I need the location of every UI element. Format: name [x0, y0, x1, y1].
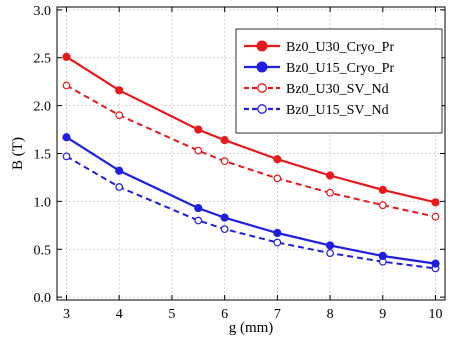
data-point	[115, 183, 124, 191]
data-point	[273, 238, 282, 247]
data-point	[431, 212, 440, 221]
data-point	[325, 241, 335, 250]
data-point	[220, 135, 229, 145]
legend-marker	[256, 61, 268, 73]
series-1	[62, 133, 440, 268]
series-3	[62, 152, 440, 273]
x-tick-label: 10	[429, 307, 443, 322]
y-tick-label: 2.0	[34, 100, 52, 115]
series-0	[62, 52, 440, 207]
data-point	[220, 157, 229, 166]
data-point	[194, 203, 203, 213]
series-line	[65, 55, 436, 204]
y-tick-label: 1.5	[34, 148, 52, 163]
data-point	[62, 152, 71, 161]
series-line	[65, 136, 436, 265]
grid	[57, 7, 445, 300]
data-point	[62, 133, 71, 142]
legend-label: Bz0_U15_SV_Nd	[286, 103, 389, 118]
x-tick-label: 4	[116, 307, 123, 322]
data-point	[115, 166, 124, 175]
y-tick-label: 1.0	[34, 195, 52, 210]
data-point	[194, 216, 203, 225]
data-point	[378, 251, 387, 261]
legend-label: Bz0_U30_SV_Nd	[286, 82, 389, 97]
series-line	[66, 84, 436, 218]
data-point	[115, 86, 124, 95]
data-point	[326, 188, 334, 197]
data-point	[431, 259, 440, 268]
data-point	[194, 146, 203, 155]
data-point	[378, 185, 387, 194]
legend-marker	[257, 104, 267, 114]
data-point	[273, 228, 282, 238]
series-line	[65, 155, 436, 270]
data-point	[62, 81, 71, 90]
legend: Bz0_U30_Cryo_Pr Bz0_U15_Cryo_Pr Bz0_U30_SV…	[235, 28, 443, 134]
y-tick-label: 2.5	[34, 52, 52, 67]
x-tick-label: 5	[168, 307, 175, 322]
x-tick-label: 8	[327, 307, 334, 322]
legend-label: Bz0_U15_Cryo_Pr	[286, 61, 394, 76]
y-tick-label: 3.0	[34, 4, 52, 19]
legend-marker	[256, 40, 268, 52]
data-point	[273, 174, 282, 183]
y-tick-label: 0.5	[34, 243, 52, 258]
data-point	[115, 111, 124, 120]
plot-series	[62, 52, 440, 273]
y-tick-label: 0.0	[34, 291, 52, 306]
axes: 3 4 5 6 7 8 9 10 0.0 0.5 1.0 1.5 2.0 2.5 3.0	[34, 4, 445, 322]
data-point	[325, 171, 335, 180]
data-point	[62, 52, 71, 61]
data-point	[220, 213, 229, 222]
x-tick-label: 9	[379, 307, 386, 322]
legend-label: Bz0_U30_Cryo_Pr	[286, 40, 394, 55]
x-tick-label: 6	[221, 307, 228, 322]
data-point	[273, 155, 282, 164]
y-axis-label: B (T)	[10, 137, 26, 170]
data-point	[326, 249, 334, 257]
series-2	[62, 81, 440, 221]
legend-marker	[257, 83, 267, 93]
data-point	[194, 125, 203, 134]
data-point	[431, 198, 440, 207]
x-tick-label: 3	[63, 307, 70, 322]
x-tick-label: 7	[274, 307, 281, 322]
data-point	[378, 201, 387, 210]
data-point	[220, 225, 229, 234]
x-axis-label: g (mm)	[229, 320, 274, 336]
